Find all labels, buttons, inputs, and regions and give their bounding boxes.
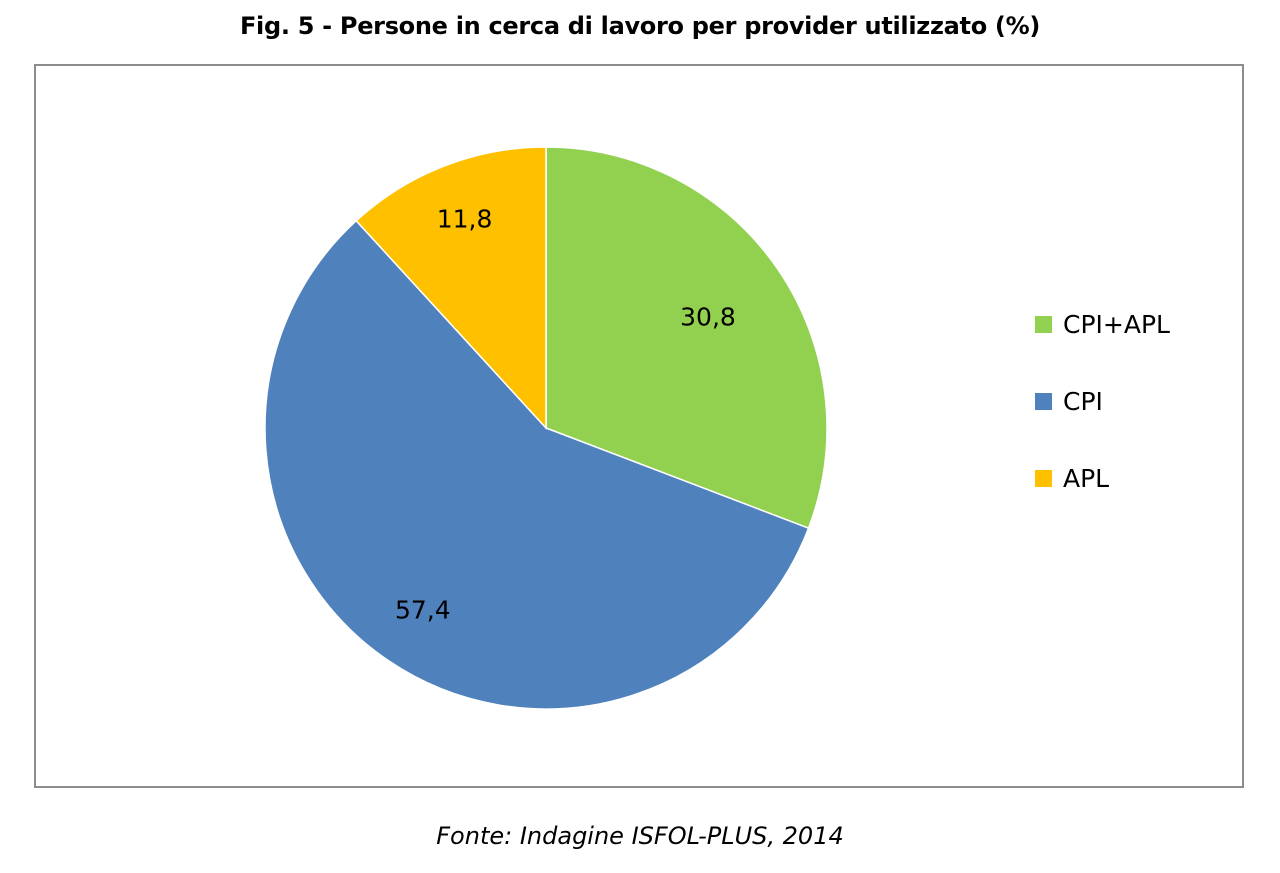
legend-swatch-apl [1035,470,1052,487]
chart-source: Fonte: Indagine ISFOL-PLUS, 2014 [436,822,844,850]
chart-area: 30,8 57,4 11,8 CPI+APL CPI APL [34,64,1244,788]
data-label-apl: 11,8 [437,204,493,233]
pie-slice-apl [355,146,547,430]
legend-label-cpi: CPI [1063,387,1103,416]
legend-label-apl: APL [1063,464,1109,493]
chart-title: Fig. 5 - Persone in cerca di lavoro per … [239,12,1041,40]
legend-label-cpi-apl: CPI+APL [1063,310,1170,339]
legend-swatch-cpi [1035,393,1052,410]
data-label-cpi: 57,4 [395,595,451,624]
pie-slice-cpi-apl [545,146,828,530]
pie-chart: 30,8 57,4 11,8 CPI+APL CPI APL [264,146,1170,710]
data-label-cpi-apl: 30,8 [680,302,736,331]
legend-swatch-cpi-apl [1035,316,1052,333]
pie-slice-cpi [264,219,810,710]
